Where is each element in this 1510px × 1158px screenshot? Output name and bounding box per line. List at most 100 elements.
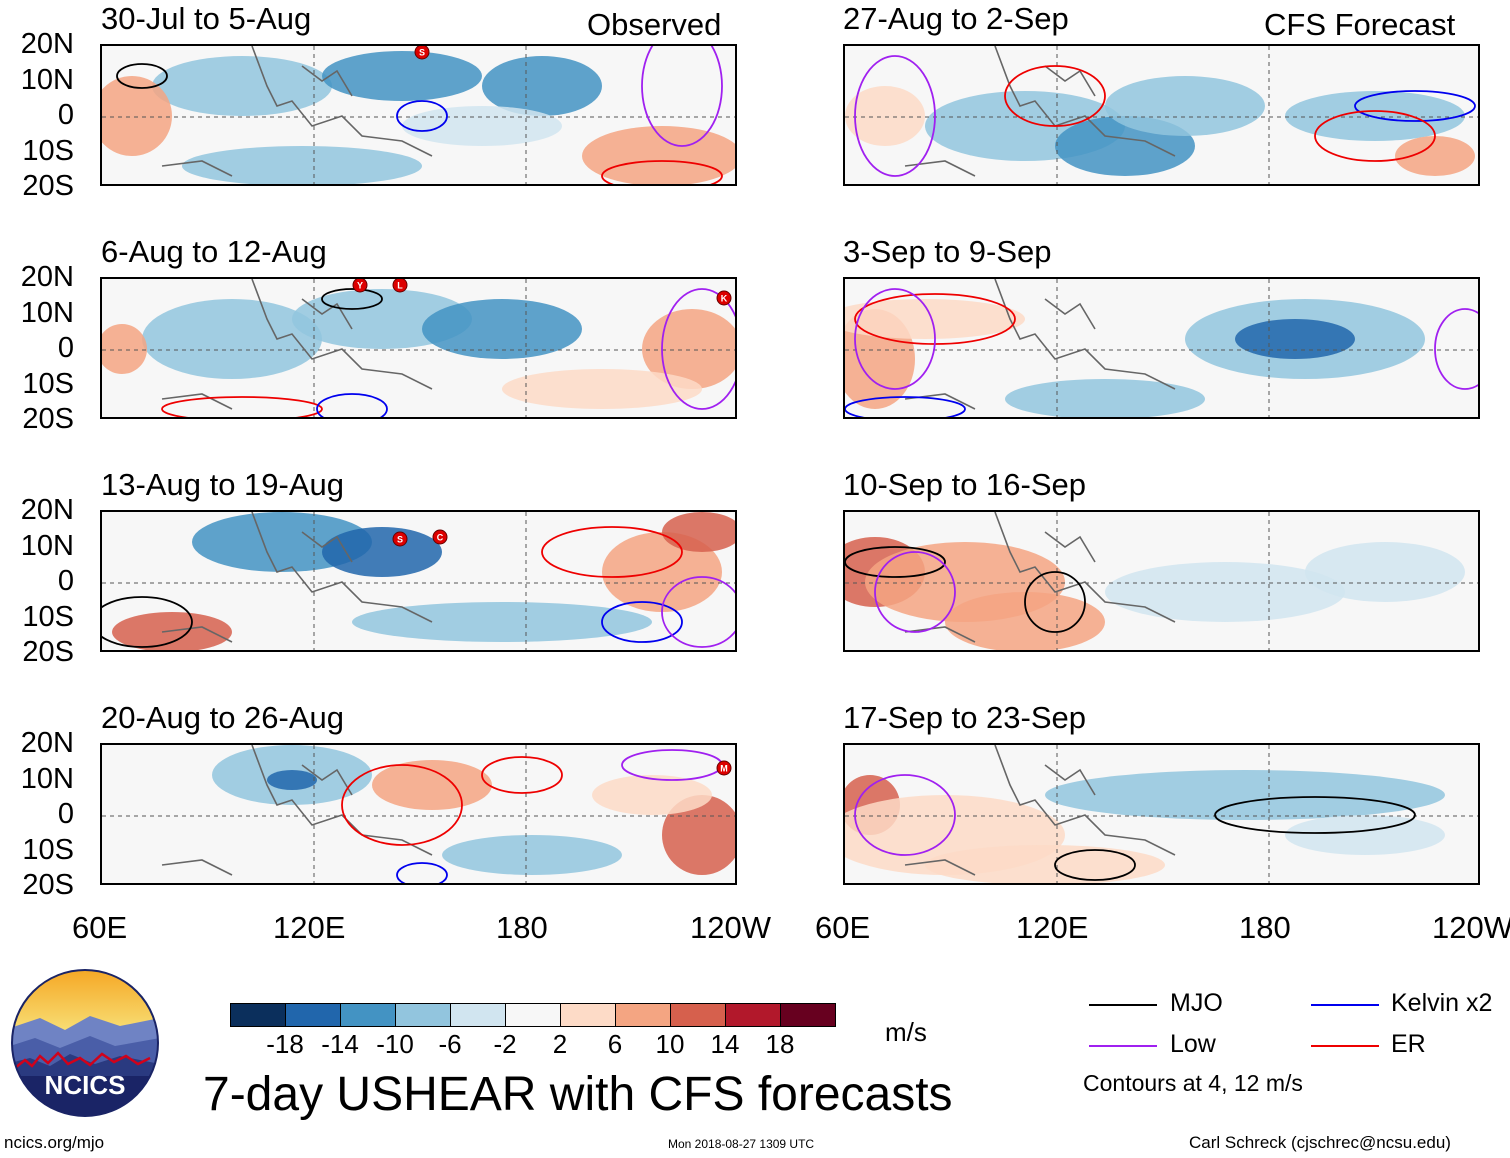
lon-label-180: 180 xyxy=(496,910,548,945)
footer-timestamp: Mon 2018-08-27 1309 UTC xyxy=(668,1137,815,1151)
shear-region xyxy=(102,76,172,156)
wave-contour xyxy=(601,160,723,184)
shear-region xyxy=(352,602,652,642)
wave-contour xyxy=(1054,849,1136,881)
shear-region xyxy=(142,299,322,379)
wave-contour xyxy=(1214,796,1416,834)
map-panel-fcst-2 xyxy=(843,277,1480,419)
wave-contour xyxy=(316,393,388,417)
legend-label-kelvin: Kelvin x2 xyxy=(1391,989,1493,1017)
coastline xyxy=(904,512,1176,643)
wave-contour xyxy=(661,576,735,648)
lat-label: 0 xyxy=(57,798,74,830)
lat-label: 0 xyxy=(57,332,74,364)
wave-contour xyxy=(854,774,956,856)
shear-region xyxy=(267,770,317,790)
legend-label-mjo: MJO xyxy=(1170,989,1223,1017)
ncics-logo: NCICS xyxy=(10,968,160,1118)
lon-label-120w: 120W xyxy=(1432,910,1510,945)
shear-region xyxy=(502,369,702,409)
map-panel-obs-2: Y L K xyxy=(100,277,737,419)
shear-region xyxy=(642,309,735,389)
shear-region xyxy=(592,775,712,815)
lon-label-120w: 120W xyxy=(690,910,771,945)
shear-region xyxy=(1285,815,1445,855)
wave-contour xyxy=(1004,65,1106,127)
panel-title-fcst-2: 3-Sep to 9-Sep xyxy=(843,234,1052,269)
shear-region xyxy=(602,532,722,612)
cfs-forecast-label: CFS Forecast xyxy=(1264,7,1456,42)
ushear-field: M xyxy=(102,745,735,883)
colorbar-swatch xyxy=(450,1003,506,1027)
lat-label: 0 xyxy=(57,565,74,597)
map-panel-obs-4: M xyxy=(100,743,737,885)
colorbar-swatch xyxy=(670,1003,726,1027)
legend-line-kelvin xyxy=(1311,1004,1379,1006)
legend-label-low: Low xyxy=(1170,1030,1216,1058)
svg-text:S: S xyxy=(397,535,403,545)
svg-text:K: K xyxy=(721,294,728,304)
wave-contour xyxy=(854,55,936,177)
lat-label: 20S xyxy=(22,170,74,202)
colorbar-swatch xyxy=(615,1003,671,1027)
wave-contour xyxy=(116,63,168,89)
panel-title-fcst-1: 27-Aug to 2-Sep xyxy=(843,1,1069,36)
shear-region xyxy=(1235,319,1355,359)
svg-text:Y: Y xyxy=(357,281,363,291)
wave-contour xyxy=(321,288,383,310)
shear-region xyxy=(1105,76,1265,136)
shear-region xyxy=(482,56,602,116)
wave-contour xyxy=(396,100,448,132)
panel-title-obs-1: 30-Jul to 5-Aug xyxy=(101,1,312,36)
coastline xyxy=(904,745,1176,876)
shear-region xyxy=(422,299,582,359)
lat-label: 10S xyxy=(22,600,74,633)
colorbar-swatch xyxy=(560,1003,616,1027)
wave-contour xyxy=(341,764,463,846)
lat-label: 20S xyxy=(22,636,74,668)
lat-label: 0 xyxy=(57,99,74,131)
coastline xyxy=(161,512,433,643)
shear-region xyxy=(182,146,422,184)
colorbar-swatch xyxy=(230,1003,286,1027)
colorbar-units: m/s xyxy=(885,1017,927,1047)
shear-region xyxy=(402,106,562,146)
wave-contour xyxy=(845,546,946,578)
lon-label-180: 180 xyxy=(1239,910,1291,945)
wave-contour xyxy=(1434,308,1478,390)
svg-text:L: L xyxy=(397,281,403,291)
storm-marker: L xyxy=(392,279,408,293)
colorbar-tick-label: -6 xyxy=(438,1029,462,1059)
storm-marker: K xyxy=(716,290,732,306)
map-panel-fcst-1 xyxy=(843,44,1480,186)
shear-region xyxy=(945,592,1105,650)
wave-contour xyxy=(102,596,193,648)
wave-contour xyxy=(396,862,448,883)
colorbar-tick-label: 6 xyxy=(607,1029,623,1059)
panel-title-fcst-4: 17-Sep to 23-Sep xyxy=(843,700,1087,735)
colorbar-tick-label: -10 xyxy=(376,1029,414,1059)
colorbar-tick-label: -18 xyxy=(266,1029,304,1059)
lon-label-120e: 120E xyxy=(273,910,346,945)
wave-contour xyxy=(874,551,956,633)
wave-contour xyxy=(161,396,323,417)
ushear-field xyxy=(845,46,1478,184)
shear-region xyxy=(925,845,1165,883)
legend-line-er xyxy=(1311,1045,1379,1047)
shear-region xyxy=(845,86,925,146)
ushear-field: S xyxy=(102,46,735,184)
map-panel-obs-1: S xyxy=(100,44,737,186)
colorbar-swatch xyxy=(395,1003,451,1027)
coastline xyxy=(161,279,433,410)
shear-region xyxy=(1305,542,1465,602)
shear-region xyxy=(442,835,622,875)
shear-region xyxy=(845,299,1025,339)
logo-text: NCICS xyxy=(45,1070,126,1100)
ushear-field xyxy=(845,745,1478,883)
coastline xyxy=(161,745,433,876)
lat-label: 10S xyxy=(22,134,74,167)
colorbar-swatch xyxy=(505,1003,561,1027)
shear-region xyxy=(1005,379,1205,417)
